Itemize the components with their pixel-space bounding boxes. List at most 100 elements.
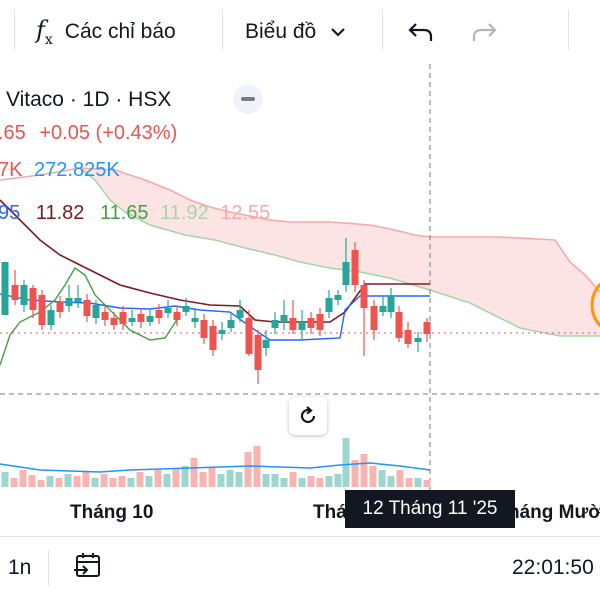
chart-canvas (0, 64, 600, 490)
candle-body (370, 306, 378, 330)
ichimoku-legend: 95 11.82 11.65 11.92 12.55 (0, 202, 270, 225)
indicators-button[interactable]: fx Các chỉ báo (36, 0, 176, 64)
volume-bar (73, 476, 81, 487)
candle-body (101, 312, 109, 320)
undo-icon (408, 23, 433, 41)
price-legend: .65 +0.05 (+0.43%) (0, 122, 177, 145)
candle-body (414, 338, 422, 342)
toolbar-divider (14, 10, 15, 50)
volume-bar (199, 472, 207, 487)
ichimoku-base-value: 11.82 (35, 202, 85, 224)
candle-body (47, 310, 55, 325)
x-axis-label-october: Tháng 10 (70, 502, 154, 523)
volume-bar (64, 474, 72, 487)
candle-body (334, 295, 342, 300)
volume-bar (145, 476, 153, 487)
candle-body (173, 312, 181, 320)
symbol-legend[interactable]: Vitaco · 1D · HSX (6, 88, 171, 112)
volume-bar (10, 478, 18, 487)
candle-body (404, 330, 412, 344)
x-axis-label-partial-right: háng Mười (508, 502, 600, 523)
candle-body (423, 322, 431, 334)
volume-bar (109, 478, 117, 487)
candle-body (360, 285, 368, 308)
candle-body (29, 288, 37, 310)
volume-bar (28, 475, 36, 487)
candle-body (119, 312, 127, 324)
volume-bar (46, 476, 54, 487)
volume-bar (55, 478, 63, 487)
volume-bar (262, 474, 270, 487)
conversion-line (0, 293, 430, 341)
volume-bar (82, 472, 90, 487)
candle-body (11, 285, 19, 300)
volume-bar (118, 476, 126, 487)
volume-bar (208, 468, 216, 487)
volume-ma-line (0, 462, 431, 473)
redo-button[interactable] (471, 0, 497, 64)
volume-bar (217, 474, 225, 487)
candle-body (38, 295, 46, 325)
candle-body (74, 298, 82, 302)
candle-body (182, 306, 190, 312)
volume-bar (387, 476, 395, 487)
candle-body (342, 262, 350, 285)
candle-body (56, 302, 64, 312)
candle-body (191, 318, 199, 322)
candle-body (254, 335, 262, 370)
candle-body (65, 298, 73, 306)
reset-chart-button[interactable] (289, 397, 327, 435)
lagging-span-line (0, 266, 181, 366)
candle-body (146, 316, 154, 322)
alert-marker (590, 282, 600, 328)
volume-bar (316, 478, 324, 487)
volume-bar (226, 470, 234, 487)
price-change: +0.05 (+0.43%) (39, 122, 178, 144)
candle-body (164, 308, 172, 313)
volume-bar (37, 480, 45, 487)
clock-time: 22:01:50 (512, 556, 594, 579)
candle-body (110, 318, 118, 325)
candle-body (209, 326, 217, 350)
crosshair-date-label: 12 Tháng 11 '25 (345, 490, 515, 528)
volume-ma-value: 272.825K (34, 159, 120, 181)
indicators-label: Các chỉ báo (64, 20, 176, 43)
undo-button[interactable] (408, 0, 434, 64)
x-axis-label-partial-left: Thá (313, 502, 347, 523)
volume-bar (154, 470, 162, 487)
volume-bar (235, 472, 243, 487)
candle-body (1, 262, 9, 315)
volume-bar (289, 472, 297, 487)
chart-type-button[interactable]: Biểu đồ (245, 0, 346, 64)
candle-body (128, 318, 136, 322)
chart-pane[interactable]: Vitaco · 1D · HSX .65 +0.05 (+0.43%) 7K … (0, 64, 600, 536)
volume-bar (1, 472, 9, 487)
volume-bar (271, 474, 279, 487)
collapse-legend-button[interactable] (233, 84, 263, 114)
candle-body (245, 318, 253, 354)
volume-bar (100, 474, 108, 487)
candle-body (271, 320, 279, 328)
ichimoku-cloud (80, 168, 600, 336)
symbol-title: Vitaco · 1D · HSX (6, 88, 172, 111)
toolbar-divider (382, 10, 383, 50)
volume-bar (163, 474, 171, 487)
calendar-arrow-icon (74, 553, 100, 577)
toolbar-divider (222, 10, 223, 50)
volume-bar (369, 466, 377, 487)
candlestick-series (1, 238, 431, 384)
volume-bar (136, 472, 144, 487)
toolbar-divider (568, 10, 569, 50)
volume-bar (351, 460, 359, 487)
bottom-divider (0, 536, 600, 537)
bottom-toolbar: 1n 22:01:50 (0, 536, 600, 600)
volume-bar (91, 478, 99, 487)
go-to-date-button[interactable] (72, 550, 104, 587)
lead-span-b-line (0, 167, 600, 293)
volume-bar (423, 480, 431, 487)
candle-body (351, 250, 359, 285)
candle-body (20, 285, 28, 305)
interval-button[interactable]: 1n (8, 556, 32, 579)
lead-span-a-line (79, 167, 600, 337)
candle-body (137, 314, 145, 322)
